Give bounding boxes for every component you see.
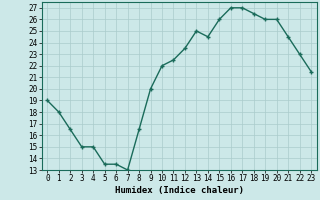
X-axis label: Humidex (Indice chaleur): Humidex (Indice chaleur): [115, 186, 244, 195]
